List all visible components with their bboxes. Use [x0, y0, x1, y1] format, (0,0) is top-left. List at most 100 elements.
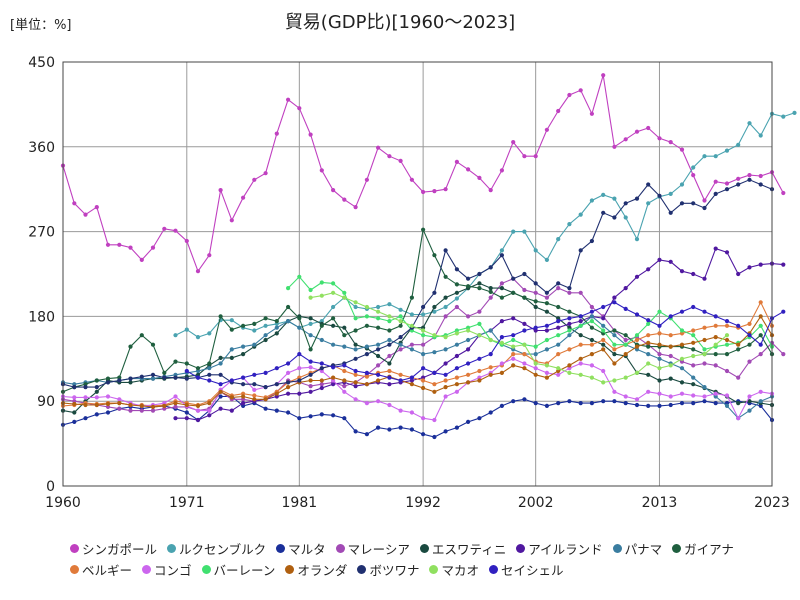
data-point: [184, 361, 189, 366]
data-point: [702, 394, 707, 399]
data-point: [105, 380, 111, 385]
data-point: [623, 333, 628, 338]
data-point: [601, 328, 606, 333]
data-point: [353, 372, 358, 377]
data-point: [319, 361, 324, 366]
data-point: [432, 370, 437, 375]
data-point: [117, 397, 122, 402]
legend-swatch: [672, 544, 682, 553]
data-point: [578, 248, 583, 253]
data-point: [286, 286, 291, 291]
data-point: [612, 333, 617, 338]
data-point: [184, 410, 189, 415]
data-point: [668, 394, 673, 399]
data-point: [511, 229, 516, 234]
data-point: [646, 125, 651, 131]
data-point: [331, 342, 336, 347]
data-point: [241, 382, 246, 387]
data-point: [668, 259, 673, 264]
data-point: [173, 333, 178, 338]
data-point: [578, 314, 583, 319]
data-point: [691, 340, 696, 345]
data-point: [72, 395, 77, 400]
data-point: [376, 353, 381, 359]
legend-swatch: [285, 565, 295, 574]
data-point: [488, 295, 493, 300]
data-point: [353, 380, 358, 385]
data-point: [466, 372, 471, 377]
data-point: [533, 290, 538, 295]
data-point: [342, 363, 347, 368]
data-point: [713, 363, 718, 368]
data-point: [488, 328, 493, 333]
data-point: [376, 347, 381, 352]
data-point: [387, 154, 392, 159]
data-point: [173, 404, 178, 409]
data-point: [376, 145, 381, 150]
data-point: [623, 337, 628, 343]
data-point: [364, 374, 369, 379]
data-point: [263, 316, 268, 321]
data-point: [466, 347, 471, 352]
y-tick-label: 0: [46, 479, 55, 495]
data-point: [556, 325, 561, 330]
data-point: [376, 342, 381, 347]
data-point: [702, 154, 707, 159]
data-point: [747, 121, 752, 126]
data-point: [94, 412, 99, 417]
data-point: [544, 295, 550, 300]
legend-swatch: [276, 544, 286, 553]
data-point: [421, 385, 426, 391]
data-point: [533, 361, 538, 366]
data-point: [567, 333, 572, 338]
data-point: [432, 434, 437, 440]
data-point: [184, 402, 189, 408]
data-point: [589, 401, 595, 406]
data-point: [297, 375, 302, 380]
data-point: [207, 253, 212, 258]
data-point: [556, 108, 561, 114]
data-point: [195, 366, 201, 371]
data-point: [499, 286, 504, 291]
data-point: [511, 290, 516, 295]
data-point: [657, 352, 662, 357]
data-point: [488, 188, 493, 193]
data-point: [241, 375, 246, 380]
data-point: [612, 347, 617, 352]
data-point: [364, 304, 369, 310]
data-point: [398, 408, 403, 413]
data-point: [758, 352, 763, 357]
data-point: [454, 366, 459, 371]
data-point: [308, 333, 313, 338]
series-11: [60, 314, 775, 409]
data-point: [781, 309, 786, 314]
data-point: [601, 316, 606, 321]
data-point: [83, 212, 88, 217]
data-point: [364, 344, 369, 349]
data-point: [634, 402, 640, 408]
data-point: [634, 196, 640, 201]
data-point: [308, 295, 313, 300]
data-point: [150, 342, 156, 347]
data-point: [409, 410, 414, 415]
data-point: [308, 132, 313, 137]
data-point: [589, 342, 595, 347]
data-point: [702, 276, 707, 281]
data-point: [499, 370, 504, 375]
data-point: [252, 387, 257, 392]
data-point: [702, 205, 707, 211]
data-point: [601, 73, 606, 78]
data-point: [421, 333, 426, 338]
data-point: [308, 372, 313, 377]
data-point: [544, 323, 550, 328]
data-point: [702, 399, 707, 404]
data-point: [398, 425, 403, 430]
data-point: [128, 408, 133, 413]
data-point: [319, 168, 324, 173]
data-point: [679, 342, 685, 347]
data-point: [646, 389, 651, 394]
data-point: [454, 328, 459, 333]
data-point: [342, 344, 347, 349]
data-point: [454, 282, 459, 287]
data-point: [623, 401, 628, 406]
